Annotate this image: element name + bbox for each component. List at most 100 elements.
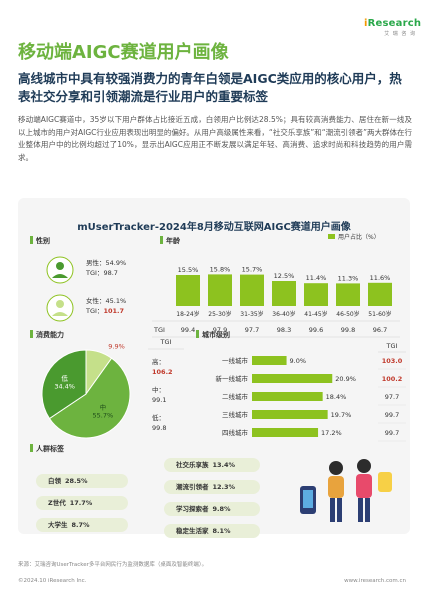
city-bar <box>252 356 287 365</box>
age-bar <box>208 274 232 306</box>
pie-slice-label: 高 <box>113 342 120 343</box>
page-title: 移动端AIGC赛道用户画像 <box>18 42 229 63</box>
age-tgi-value: 99.4 <box>181 326 195 334</box>
section-age-heading: 年龄 <box>160 236 180 246</box>
tag-label: 大学生 <box>48 521 68 529</box>
city-bar-label: 19.7% <box>331 411 352 419</box>
age-bar-label: 12.5% <box>274 272 295 280</box>
female-tgi-label: TGI： <box>86 307 104 315</box>
consumption-tgi-row-label: 低： <box>152 413 165 422</box>
city-tgi-label: TGI <box>386 342 398 350</box>
tag-pct: 28.5% <box>65 477 88 485</box>
consumption-tgi-table: TGI 高： 106.2 中： 99.1 低： 99.8 <box>148 338 184 432</box>
person-right-leg-b <box>365 498 370 522</box>
phone-screen <box>303 490 313 508</box>
city-bar-label: 18.4% <box>326 393 347 401</box>
logo-word: Research <box>367 18 422 29</box>
city-bar-label: 17.2% <box>321 429 342 437</box>
tag-item: 学习探索者 9.8% <box>164 502 260 516</box>
age-tgi-value: 99.8 <box>341 326 355 334</box>
consumption-pie-chart: 高9.9% 中55.7% 低34.4% <box>41 342 131 439</box>
consumption-tgi-row-label: 高： <box>152 357 165 366</box>
page-subtitle: 高线城市中具有较强消费力的青年白领是AIGC类应用的核心用户，热表社交分享和引领… <box>18 71 402 104</box>
pie-slice-label: 低 <box>61 374 68 383</box>
city-category-label: 四线城市 <box>222 428 249 437</box>
age-tgi-value: 96.7 <box>373 326 387 334</box>
gender-graphic <box>46 256 74 322</box>
female-label: 女性： <box>86 297 106 305</box>
logo-letter-i: i <box>364 18 368 29</box>
gender-female-stats: 女性：45.1% TGI：101.7 <box>86 296 126 316</box>
consumption-tgi-label: TGI <box>160 338 172 346</box>
city-bar <box>252 374 333 383</box>
city-tgi-value: 99.7 <box>385 411 399 419</box>
tag-item: 社交乐享族 13.4% <box>164 458 260 472</box>
person-left-leg-b <box>337 498 342 522</box>
tag-item: 潮流引领者 12.3% <box>164 480 260 494</box>
card-icon <box>378 472 392 492</box>
person-right-leg-a <box>358 498 363 522</box>
age-tgi-value: 98.3 <box>277 326 291 334</box>
iresearch-logo: iResearch 艾 瑞 咨 询 <box>364 18 421 37</box>
male-tgi-label: TGI： <box>86 269 104 277</box>
age-bar-label: 15.8% <box>210 265 231 273</box>
age-tgi-value: 97.7 <box>245 326 259 334</box>
age-bar <box>272 281 296 306</box>
age-category-label: 41-45岁 <box>304 310 327 318</box>
city-bar-label: 9.0% <box>290 357 307 365</box>
tag-label: 潮流引领者 <box>176 483 209 491</box>
tag-label: 学习探索者 <box>176 505 209 513</box>
city-tgi-value: 97.7 <box>385 393 399 401</box>
gender-male-stats: 男性：54.9% TGI：98.7 <box>86 258 126 278</box>
pie-slice-pct: 9.9% <box>108 343 125 351</box>
tag-label: Z世代 <box>48 499 66 507</box>
male-label: 男性： <box>86 259 106 267</box>
section-consumption-heading: 消费能力 <box>30 330 64 340</box>
city-category-label: 三线城市 <box>222 410 249 419</box>
age-bar-label: 11.3% <box>338 274 359 282</box>
tag-label: 稳定生活家 <box>176 527 209 535</box>
city-bar <box>252 410 328 419</box>
section-gender-heading: 性别 <box>30 236 50 246</box>
female-tgi: 101.7 <box>103 307 124 315</box>
tag-pct: 17.7% <box>69 499 93 507</box>
city-bar-label: 20.9% <box>335 375 356 383</box>
city-bar <box>252 428 319 437</box>
pie-slice <box>48 357 131 439</box>
city-tgi-value: 103.0 <box>382 357 403 365</box>
female-avatar-body <box>52 312 68 316</box>
tag-pct: 13.4% <box>212 461 236 469</box>
age-bar-label: 15.7% <box>242 266 263 274</box>
person-left-body <box>328 476 344 498</box>
consumption-tgi-row-value: 99.1 <box>152 396 166 404</box>
tag-item: Z世代 17.7% <box>36 496 128 510</box>
age-bar <box>368 282 392 306</box>
tag-pct: 12.3% <box>212 483 236 491</box>
tag-item: 稳定生活家 8.1% <box>164 524 260 538</box>
age-category-label: 31-35岁 <box>240 310 263 318</box>
consumption-tgi-row-value: 99.8 <box>152 424 166 432</box>
tag-item: 大学生 8.7% <box>36 518 128 532</box>
section-city-heading: 城市级别 <box>196 330 230 340</box>
city-category-label: 新一线城市 <box>216 374 249 383</box>
age-bar-label: 11.6% <box>370 274 391 282</box>
tag-label: 社交乐享族 <box>176 461 209 469</box>
age-bar-label: 15.5% <box>178 266 199 274</box>
city-tgi-value: 100.2 <box>382 375 403 383</box>
pie-slice <box>41 349 87 420</box>
city-category-label: 二线城市 <box>222 392 249 401</box>
pie-slice-pct: 34.4% <box>54 383 75 391</box>
age-bar-label: 11.4% <box>306 274 327 282</box>
age-bar <box>336 283 360 306</box>
pie-slice-label: 中 <box>100 402 107 411</box>
age-legend-label: 用户占比（%） <box>338 233 380 241</box>
age-bar <box>176 275 200 306</box>
person-right-head <box>357 459 371 473</box>
female-avatar-head <box>56 300 64 308</box>
person-left-head <box>329 461 343 475</box>
tag-pct: 8.7% <box>71 521 90 529</box>
pie-slice-pct: 55.7% <box>93 411 114 419</box>
age-bar <box>304 283 328 306</box>
logo-subtitle: 艾 瑞 咨 询 <box>384 31 416 37</box>
age-category-label: 18-24岁 <box>176 310 199 318</box>
